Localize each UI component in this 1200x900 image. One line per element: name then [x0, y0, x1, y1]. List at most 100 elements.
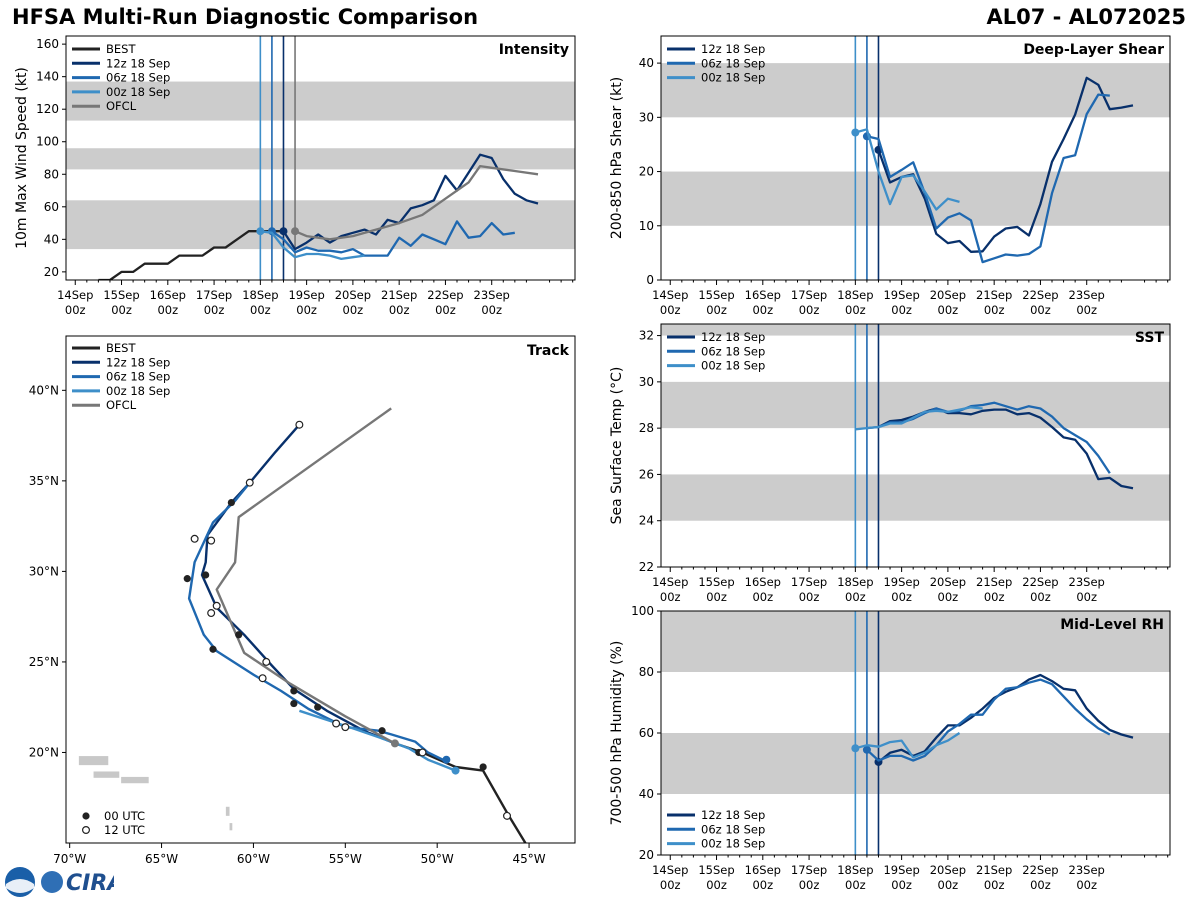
threshold-band	[661, 63, 1170, 118]
panel-shear: 01020304014Sep00z15Sep00z16Sep00z17Sep00…	[609, 35, 1171, 317]
panel-title: Mid-Level RH	[1060, 617, 1164, 633]
x-tick-label: 00z	[938, 590, 959, 604]
series-line-r00	[854, 128, 960, 211]
x-tick-label: 00z	[1030, 878, 1051, 892]
x-tick-label: 19Sep	[288, 288, 324, 302]
x-tick-label: 18Sep	[837, 863, 873, 877]
storm-id: AL07 - AL072025	[986, 5, 1187, 29]
track-start-marker	[390, 739, 399, 748]
x-tick-label: 00z	[389, 303, 410, 317]
x-tick-label: 00z	[1076, 590, 1097, 604]
track-point-12utc	[418, 748, 427, 757]
noaa-wave-icon	[6, 879, 34, 893]
x-tick-label: 22Sep	[1022, 863, 1058, 877]
panel-sst: 22242628303214Sep00z15Sep00z16Sep00z17Se…	[609, 323, 1171, 604]
threshold-band	[661, 381, 1170, 429]
y-tick-label: 24	[639, 514, 654, 528]
legend-label: 12z 18 Sep	[701, 330, 765, 344]
panel-intensity: 2040608010012014016014Sep00z15Sep00z16Se…	[14, 35, 576, 317]
track-line-r00	[299, 709, 457, 772]
x-tick-label: 00z	[343, 303, 364, 317]
x-tick-label: 00z	[204, 303, 225, 317]
y-axis-label: 700-500 hPa Humidity (%)	[609, 641, 625, 826]
threshold-band	[661, 474, 1170, 521]
threshold-band	[661, 324, 1170, 336]
y-tick-label: 80	[639, 665, 654, 679]
legend-label: 00 UTC	[104, 809, 145, 823]
track-point-00utc	[378, 727, 386, 735]
land-island	[93, 771, 120, 778]
x-tick-label: 21Sep	[381, 288, 417, 302]
x-tick-label: 00z	[706, 878, 727, 892]
x-tick-label: 00z	[157, 303, 178, 317]
x-tick-label: 17Sep	[196, 288, 232, 302]
legend-marker-00utc	[82, 812, 90, 820]
land-island	[121, 776, 149, 784]
x-tick-label: 15Sep	[103, 288, 139, 302]
legend-label: OFCL	[106, 99, 137, 113]
threshold-band	[661, 611, 1170, 672]
y-tick-label: 20	[44, 265, 59, 279]
plot-area	[661, 36, 1170, 280]
x-tick-label: 20Sep	[930, 288, 966, 302]
legend-label: 00z 18 Sep	[701, 71, 765, 85]
x-tick-label: 00z	[660, 303, 681, 317]
track-point-00utc	[314, 703, 322, 711]
y-tick-label: 120	[36, 102, 59, 116]
x-tick-label: 45°W	[512, 852, 545, 866]
figure-title: HFSA Multi-Run Diagnostic Comparison	[12, 5, 479, 29]
x-tick-label: 00z	[111, 303, 132, 317]
plot-area	[661, 611, 1170, 855]
x-tick-label: 18Sep	[837, 288, 873, 302]
x-tick-label: 17Sep	[791, 575, 827, 589]
x-tick-label: 21Sep	[976, 575, 1012, 589]
legend-label: 06z 18 Sep	[701, 56, 765, 70]
land-island	[225, 806, 230, 816]
y-tick-label: 40	[639, 787, 654, 801]
track-end-marker	[451, 766, 460, 775]
x-tick-label: 18Sep	[837, 575, 873, 589]
plot-area	[66, 36, 575, 280]
axes-frame	[65, 35, 576, 281]
axes-frame	[660, 35, 1171, 281]
threshold-band	[661, 733, 1170, 794]
track-point-00utc	[227, 498, 235, 507]
y-axis-label: 10m Max Wind Speed (kt)	[14, 67, 30, 249]
y-tick-label: 30	[639, 110, 654, 124]
x-tick-label: 00z	[660, 878, 681, 892]
x-tick-label: 23Sep	[1069, 288, 1105, 302]
x-tick-label: 16Sep	[745, 863, 781, 877]
x-tick-label: 00z	[1030, 303, 1051, 317]
track-line-best	[394, 742, 527, 843]
track-line-r06	[187, 481, 447, 763]
panel-title: SST	[1135, 330, 1165, 346]
x-tick-label: 19Sep	[883, 575, 919, 589]
x-tick-label: 00z	[891, 590, 912, 604]
track-point-12utc	[262, 657, 271, 666]
legend-label: 12z 18 Sep	[701, 808, 765, 822]
legend-label: 06z 18 Sep	[701, 822, 765, 836]
y-tick-label: 20	[639, 848, 654, 862]
cira-wordmark: CIRA	[66, 871, 114, 896]
series-line-r06	[271, 220, 515, 257]
legend-label: 06z 18 Sep	[106, 71, 170, 85]
panel-title: Deep-Layer Shear	[1023, 42, 1164, 58]
init-marker-ofcl	[291, 227, 300, 236]
y-tick-label: 20°N	[29, 745, 59, 759]
x-tick-label: 23Sep	[1069, 863, 1105, 877]
track-line-r12	[200, 423, 396, 745]
track-point-00utc	[479, 763, 487, 771]
panel-track: 70°W 65°W 60°W 55°W 50°W 45°W 20°N 25°N 30°N 35°N…	[29, 335, 576, 866]
series-line-best	[98, 230, 284, 280]
x-tick-label: 00z	[891, 303, 912, 317]
x-tick-label: 00z	[984, 303, 1005, 317]
x-tick-label: 00z	[984, 590, 1005, 604]
series-line-ofcl	[294, 164, 539, 241]
land-island	[229, 823, 233, 831]
noaa-cira-logo: CIRA	[5, 867, 114, 897]
x-tick-label: 00z	[845, 590, 866, 604]
track-point-00utc	[183, 575, 191, 583]
y-tick-label: 20	[639, 165, 654, 179]
x-tick-label: 70°W	[53, 852, 86, 866]
